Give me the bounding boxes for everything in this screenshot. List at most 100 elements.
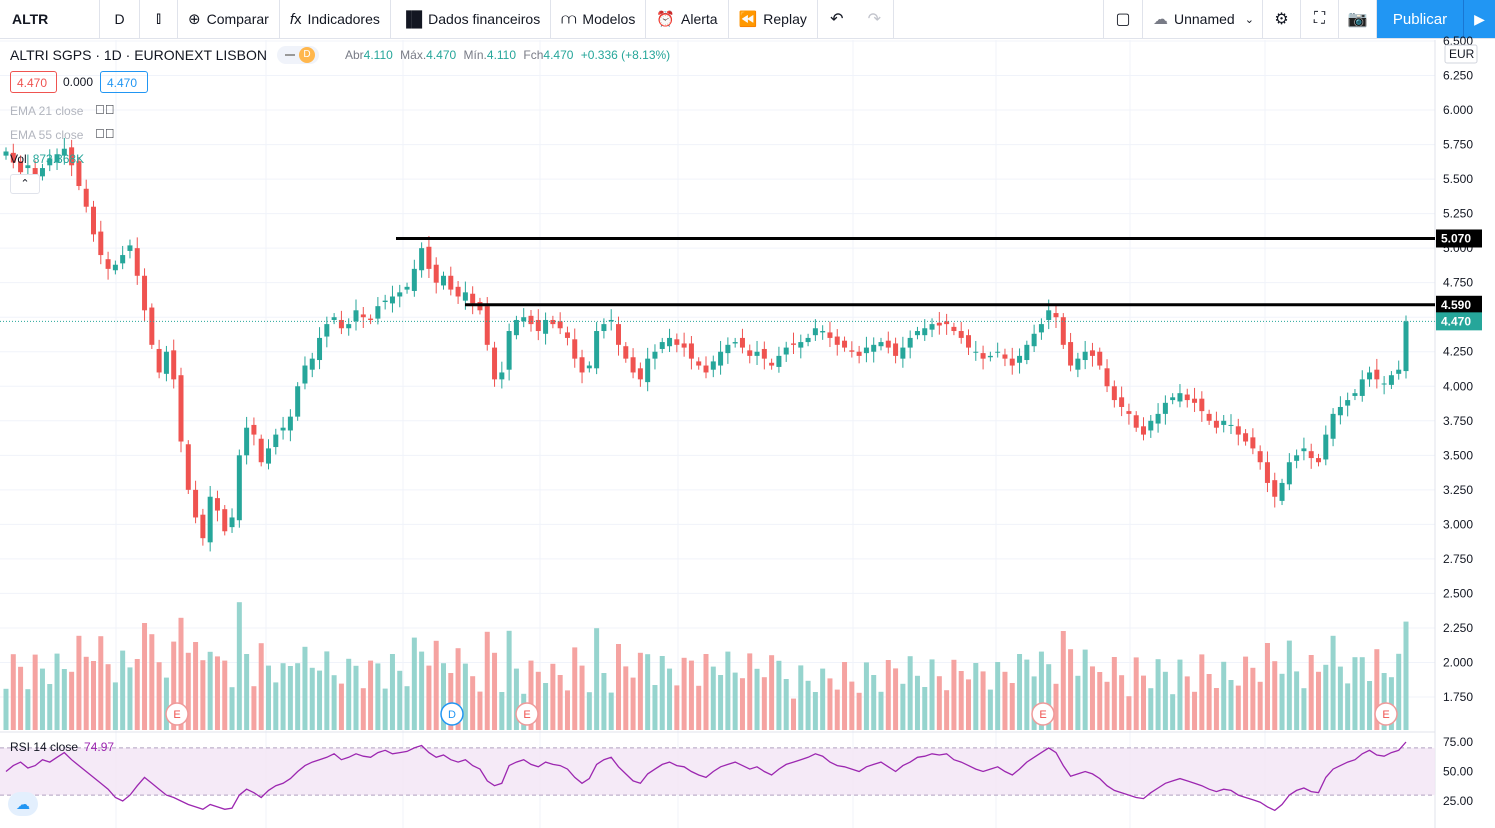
volume-bar	[98, 636, 104, 730]
candle	[112, 264, 118, 271]
layout-name-button[interactable]: ☁ Unnamed ⌄	[1143, 0, 1263, 38]
volume-bar	[1141, 675, 1146, 730]
volume-bar	[1213, 688, 1219, 730]
play-circle-icon: ▶	[1474, 10, 1485, 27]
candle	[951, 326, 957, 332]
horizontal-levels	[0, 236, 1435, 322]
volume-bar	[1119, 675, 1125, 730]
redo-button[interactable]: ↷	[856, 0, 894, 38]
candle	[375, 306, 381, 319]
toolbar-right: ▢ ☁ Unnamed ⌄ ⚙ ⛶ 📷 Publicar ▶	[1103, 0, 1495, 38]
volume-bar	[769, 655, 775, 730]
volume-bar	[535, 671, 541, 730]
buy-price-box[interactable]: 4.470	[100, 71, 148, 93]
candle	[929, 324, 935, 330]
candle	[885, 340, 891, 348]
volume-bar	[878, 691, 884, 730]
candle	[1403, 321, 1409, 372]
candle	[1046, 310, 1052, 320]
volume-bar	[1272, 661, 1278, 730]
ema55-legend[interactable]: EMA 55 close	[10, 128, 84, 142]
volume-bar	[1162, 671, 1168, 730]
alert-button[interactable]: ⏰ Alerta	[646, 0, 729, 38]
candle	[966, 335, 971, 348]
candle	[696, 361, 702, 366]
compare-button[interactable]: ⊕ Comparar	[178, 0, 280, 38]
dividends-badge[interactable]: D	[276, 46, 319, 64]
interval-button[interactable]: D	[100, 0, 140, 38]
volume-bar	[258, 643, 264, 730]
candle	[1126, 411, 1132, 414]
candle	[667, 337, 673, 347]
templates-button[interactable]: ⩋ Modelos	[551, 0, 647, 38]
volume-bar	[688, 660, 694, 730]
undo-button[interactable]: ↶	[818, 0, 856, 38]
snapshot-button[interactable]: 📷	[1339, 0, 1377, 38]
price-tick-label: 6.250	[1443, 69, 1473, 83]
collapse-legend-button[interactable]: ⌃	[10, 174, 40, 194]
candle	[528, 315, 534, 325]
ohlc-values: Abr4.110 Máx.4.470 Mín.4.110 Fch4.470 +0…	[345, 48, 674, 62]
volume-bar	[718, 675, 724, 730]
rsi-legend[interactable]: RSI 14 close 74.97	[10, 740, 114, 754]
volume-bar	[441, 663, 446, 730]
candle	[1374, 369, 1380, 380]
volume-bar	[987, 689, 993, 730]
tradingview-logo-icon[interactable]: ☁	[8, 792, 38, 816]
alert-label: Alerta	[681, 11, 718, 27]
volume-legend[interactable]: Vol 873.368K	[10, 152, 84, 166]
open-value: 4.110	[363, 48, 393, 62]
eye-hidden-icon[interactable]: 👁⃠	[95, 102, 115, 117]
candle	[1133, 415, 1139, 428]
volume-bar	[404, 686, 410, 730]
volume-bar	[1068, 649, 1074, 730]
volume-bar	[798, 665, 804, 730]
eye-hidden-icon[interactable]: 👁⃠	[95, 126, 115, 141]
indicators-button[interactable]: fx Indicadores	[280, 0, 391, 38]
settings-button[interactable]: ⚙	[1263, 0, 1301, 38]
candle	[404, 286, 410, 290]
candle	[1038, 324, 1044, 333]
volume-bar	[477, 691, 483, 730]
low-label: Mín.	[463, 48, 487, 62]
volume-bar	[1060, 631, 1066, 730]
symbol-search[interactable]: ALTR	[0, 0, 100, 38]
symbol-title: ALTRI SGPS · 1D · EURONEXT LISBON	[10, 47, 267, 63]
volume-bar	[47, 684, 53, 730]
volume-bar	[105, 664, 111, 730]
volume-bar	[1111, 657, 1117, 730]
volume-bar	[411, 637, 417, 730]
event-label: E	[1382, 709, 1389, 721]
candle	[1345, 400, 1351, 406]
candle	[710, 361, 716, 370]
candle	[1323, 434, 1329, 460]
plus-circle-icon: ⊕	[188, 11, 201, 28]
publish-play-button[interactable]: ▶	[1463, 0, 1495, 38]
rsi-pane	[0, 741, 1435, 812]
fullscreen-button[interactable]: ⛶	[1301, 0, 1339, 38]
candle	[163, 351, 169, 374]
replay-button[interactable]: ⏪ Replay	[729, 0, 818, 38]
ema21-legend[interactable]: EMA 21 close	[10, 104, 84, 118]
chevron-up-icon: ⌃	[20, 178, 30, 190]
price-tick-label: 4.000	[1443, 379, 1473, 393]
candle	[1330, 413, 1336, 439]
sell-price-box[interactable]: 4.470	[10, 71, 57, 93]
vol-value: 873.368K	[32, 152, 85, 166]
chevron-down-icon: ⌄	[1244, 13, 1254, 26]
price-tick-label: 3.000	[1443, 517, 1473, 531]
camera-icon: 📷	[1347, 11, 1368, 28]
chart-style-button[interactable]: ⫾	[140, 0, 178, 38]
financials-button[interactable]: ▐█ Dados financeiros	[391, 0, 552, 38]
volume-bar	[32, 654, 38, 730]
volume-bar	[1257, 681, 1263, 730]
volume-bar	[616, 644, 621, 730]
candle	[1024, 344, 1030, 361]
volume-bar	[397, 670, 403, 730]
candle	[411, 268, 417, 291]
publish-button[interactable]: Publicar	[1377, 0, 1463, 38]
candle	[871, 344, 877, 352]
layout-grid-button[interactable]: ▢	[1103, 0, 1143, 38]
volume-bar	[200, 660, 206, 730]
